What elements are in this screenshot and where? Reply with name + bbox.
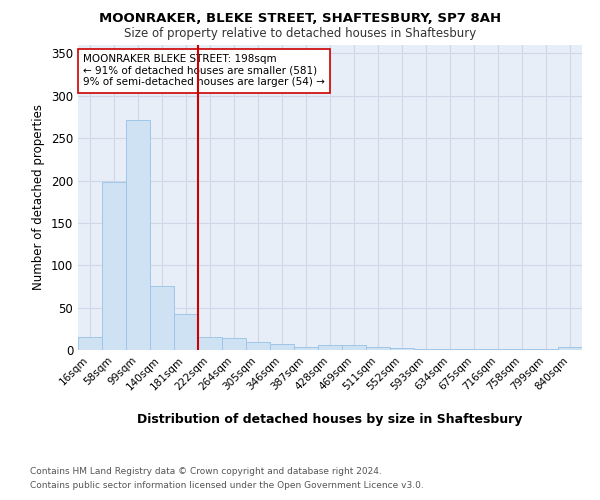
Bar — [462, 349, 486, 350]
Bar — [342, 345, 366, 350]
Bar — [78, 338, 102, 350]
Text: Contains public sector information licensed under the Open Government Licence v3: Contains public sector information licen… — [30, 481, 424, 490]
Bar — [126, 120, 150, 350]
Bar — [390, 348, 414, 350]
Text: Contains HM Land Registry data © Crown copyright and database right 2024.: Contains HM Land Registry data © Crown c… — [30, 468, 382, 476]
Bar — [270, 344, 294, 350]
Text: Distribution of detached houses by size in Shaftesbury: Distribution of detached houses by size … — [137, 412, 523, 426]
Bar — [318, 345, 342, 350]
Bar — [174, 314, 198, 350]
Y-axis label: Number of detached properties: Number of detached properties — [32, 104, 46, 290]
Bar — [198, 338, 222, 350]
Bar — [246, 342, 270, 350]
Bar — [438, 349, 462, 350]
Text: MOONRAKER, BLEKE STREET, SHAFTESBURY, SP7 8AH: MOONRAKER, BLEKE STREET, SHAFTESBURY, SP… — [99, 12, 501, 26]
Bar — [150, 286, 174, 350]
Bar — [294, 346, 318, 350]
Text: MOONRAKER BLEKE STREET: 198sqm
← 91% of detached houses are smaller (581)
9% of : MOONRAKER BLEKE STREET: 198sqm ← 91% of … — [83, 54, 325, 88]
Bar — [366, 348, 390, 350]
Bar — [102, 182, 126, 350]
Bar — [414, 349, 438, 350]
Text: Size of property relative to detached houses in Shaftesbury: Size of property relative to detached ho… — [124, 28, 476, 40]
Bar — [534, 349, 558, 350]
Bar — [222, 338, 246, 350]
Bar — [510, 349, 534, 350]
Bar — [558, 346, 582, 350]
Bar — [486, 349, 510, 350]
